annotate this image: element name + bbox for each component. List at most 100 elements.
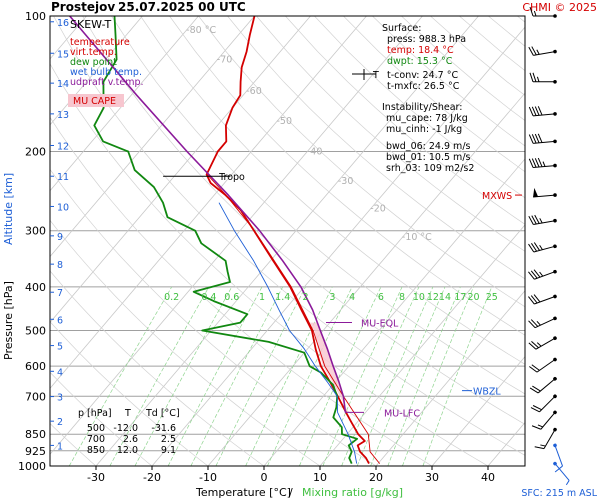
mixing-ratio-label: 8: [399, 292, 405, 303]
legend-mucape-label: MU CAPE: [73, 96, 116, 107]
wind-barb-station: [553, 139, 557, 144]
mixing-ratio-line: [322, 286, 403, 466]
altitude-tick-label: 4: [57, 367, 63, 378]
dry-adiabat: [256, 16, 525, 252]
dry-adiabat: [50, 168, 377, 466]
wind-barb-full: [528, 296, 535, 305]
overlay-layer: 0.2 0.4 0.6 1 1.4 2 3 4 6 8 10 12 14 17 20 25 -80 °C -70 -…: [163, 25, 522, 419]
wind-barb-full: [532, 405, 542, 411]
wind-barb-full: [528, 271, 535, 280]
wind-barb: [528, 46, 557, 56]
legend-item-wet-bulb: wet bulb temp.: [70, 67, 142, 78]
pressure-tick-label: 850: [25, 428, 46, 441]
table-header-t: T: [124, 408, 131, 419]
dry-adiabat: [50, 270, 265, 466]
legend: SKEW-T temperature virt.temp. dew point …: [68, 18, 144, 107]
wind-barb-column: [528, 6, 570, 486]
wind-barb-shaft: [534, 317, 556, 329]
wind-barb: [529, 72, 557, 84]
wind-barb-half: [539, 218, 543, 224]
wind-barb: [533, 187, 557, 198]
x-tick-label: 10: [313, 471, 327, 484]
wind-barb-full: [528, 320, 536, 329]
wind-barb-full: [533, 294, 541, 303]
pressure-tick-label: 500: [25, 325, 46, 338]
mixing-ratio-label: 0.2: [164, 292, 179, 303]
wind-barb: [528, 106, 557, 117]
dewpoint-line: [93, 16, 359, 464]
altitude-tick-label: 10: [57, 202, 69, 213]
mixing-ratio-label: 14: [439, 292, 451, 303]
dry-adiabat: [50, 219, 321, 466]
wind-barb: [528, 214, 557, 226]
wind-barb-station: [553, 427, 557, 432]
x-tick-label: -30: [87, 471, 105, 484]
wind-barb-shaft: [535, 337, 556, 350]
wind-barb-half: [536, 49, 540, 55]
mixing-ratio-label: 10: [413, 292, 425, 303]
wind-barb-half: [565, 480, 570, 486]
wind-barb-full: [530, 407, 540, 413]
wind-barb-shaft: [540, 412, 556, 430]
dry-adiabat: [53, 16, 525, 456]
wind-barb-full: [528, 215, 534, 225]
mixing-ratio-label: 17: [454, 292, 466, 303]
pressure-tick-label: 600: [25, 360, 46, 373]
chart-title-datetime: 25.07.2025 00 UTC: [118, 0, 246, 14]
altitude-tick-label: 13: [57, 110, 69, 121]
altitude-tick-label: 1: [57, 441, 63, 452]
wind-barb: [534, 427, 557, 450]
pressure-tick-label: 200: [25, 145, 46, 158]
wind-barb-shaft: [533, 51, 556, 56]
dry-adiabat: [50, 116, 433, 466]
wind-barb-full: [530, 270, 538, 279]
tconv-marker-label: T: [372, 70, 379, 81]
isotherm-label: -30: [338, 176, 354, 187]
legend-heading: SKEW-T: [70, 18, 112, 31]
wind-barb-shaft: [536, 359, 556, 373]
table-header-td: Td [°C]: [145, 408, 180, 419]
chart-title-station: Prostejov: [51, 0, 115, 14]
wind-barb-shaft: [533, 220, 556, 226]
dry-adiabat: [285, 16, 525, 225]
mixing-ratio-line: [68, 286, 173, 466]
wind-barb-station: [553, 218, 557, 223]
virtual-temperature-line: [206, 174, 381, 464]
y-axis-title: Pressure [hPa]: [2, 281, 15, 360]
isotherm-label: -10 °C: [402, 232, 432, 243]
wind-barb-full: [531, 106, 537, 116]
instability-mucinh: mu_cinh: -1 J/kg: [386, 124, 462, 135]
mixing-ratio-line: [215, 286, 306, 466]
isotherm-line: [319, 224, 525, 466]
table-cell-t: 2.6: [123, 434, 138, 445]
altitude-tick-label: 3: [57, 393, 63, 404]
altitude-tick-label: 7: [57, 288, 63, 299]
wind-barb: [553, 461, 570, 486]
wbzl-label: WBZL: [473, 387, 501, 398]
wind-barb-full: [528, 106, 534, 117]
dry-adiabat: [50, 321, 209, 466]
x-tick-label: 40: [481, 471, 495, 484]
wind-barb-full: [531, 46, 537, 56]
mixing-ratio-line: [387, 286, 461, 466]
dry-adiabat: [50, 63, 489, 466]
mixing-ratio-line: [167, 286, 263, 466]
isotherm-line: [375, 290, 525, 466]
wind-barb-full: [529, 366, 538, 373]
isotherm-line: [207, 92, 525, 466]
wind-barb-half: [542, 161, 546, 167]
surface-pressure: press: 988.3 hPa: [387, 34, 466, 45]
wind-barb-full: [534, 158, 540, 168]
wind-barb-full: [528, 134, 534, 144]
y-axis-title-secondary: Altitude [km]: [2, 173, 15, 245]
legend-item-temperature: temperature: [70, 37, 130, 48]
mixing-ratio-label: 20: [467, 292, 479, 303]
wind-barb-station: [553, 357, 557, 362]
dry-adiabat: [546, 16, 600, 466]
wind-barb-full: [528, 243, 535, 253]
instability-info: Instability/Shear: mu_cape: 78 J/kg mu_c…: [382, 102, 474, 174]
mixing-ratio-label: 0.6: [224, 292, 239, 303]
wind-barb-shaft: [533, 165, 556, 169]
isotherm-line: [50, 16, 199, 192]
dry-adiabat: [198, 16, 525, 308]
